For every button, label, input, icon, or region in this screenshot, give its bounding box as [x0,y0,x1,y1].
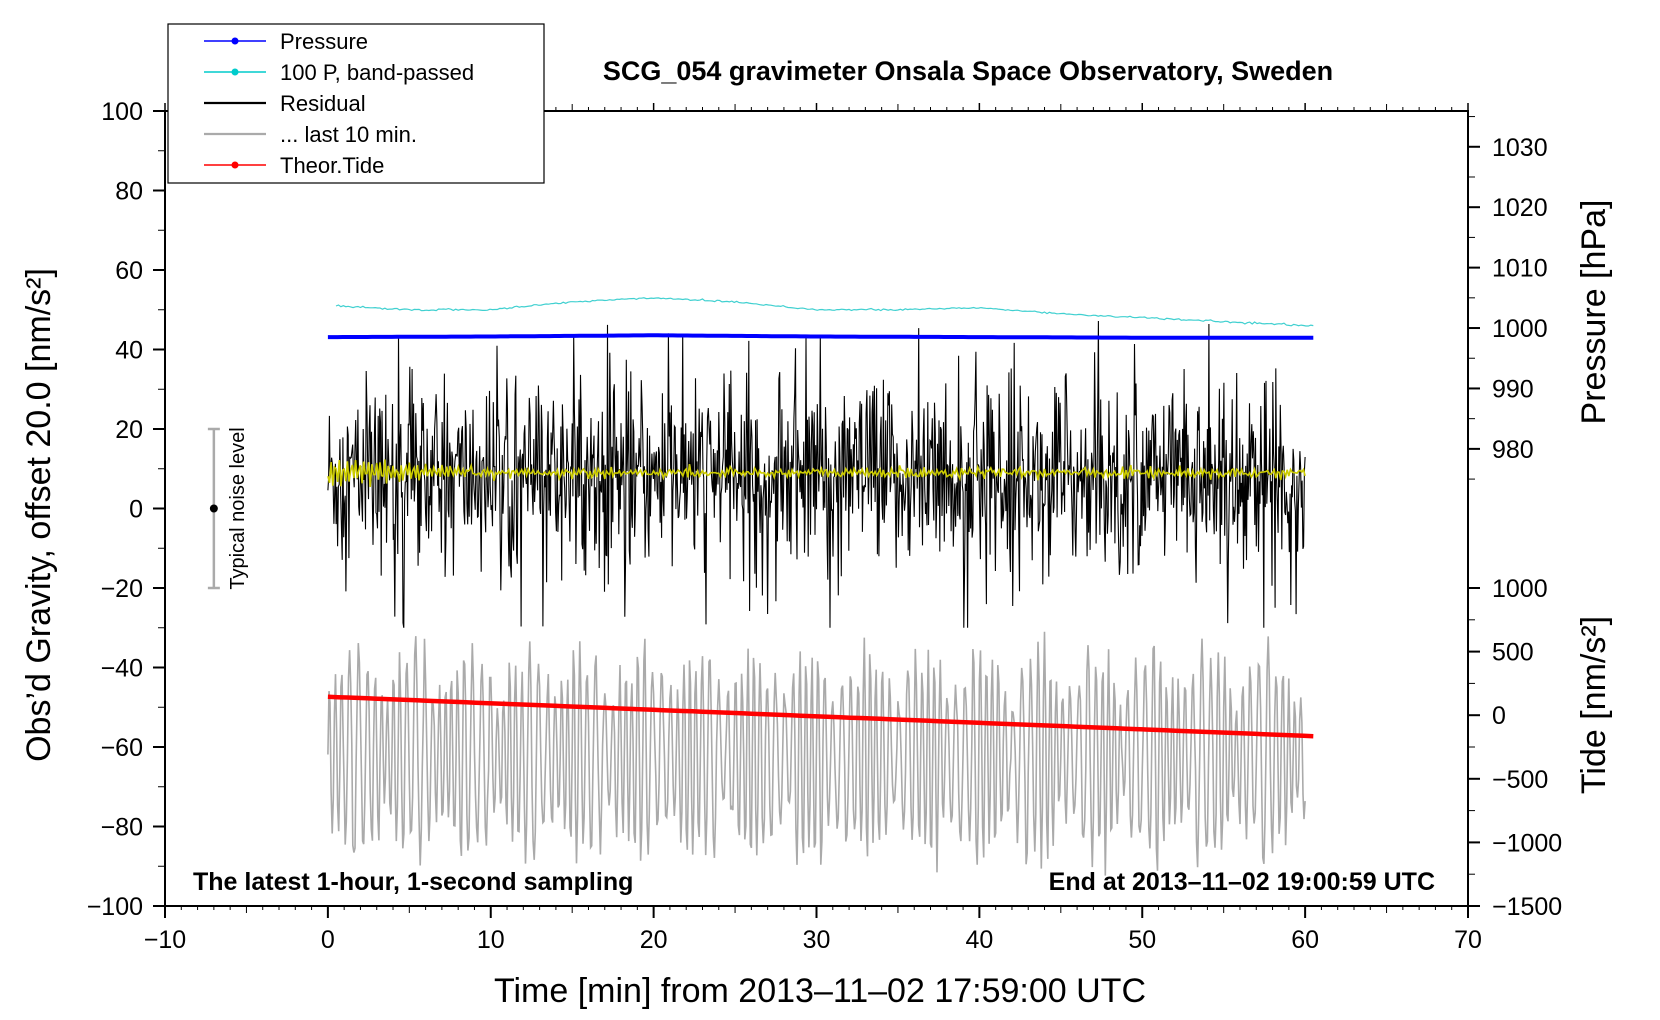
y-tick-label: −60 [101,734,143,762]
legend-label: ... last 10 min. [280,122,417,147]
x-tick-label: 70 [1454,926,1482,954]
pressure-tick-label: 1010 [1492,255,1548,283]
legend-marker [231,37,239,45]
y-axis-title-pressure: Pressure [hPa] [1575,200,1613,425]
y-tick-label: 60 [115,257,143,285]
pressure-tick-label: 1020 [1492,194,1548,222]
y-tick-label: −20 [101,575,143,603]
tide-tick-label: −1500 [1492,893,1562,921]
legend: Pressure 100 P, band‑passed Residual ... la… [167,23,545,184]
y-tick-label: 100 [101,98,143,126]
series-band-passed-pressure [335,297,1314,327]
legend-marker [231,68,239,76]
pressure-tick-label: 1000 [1492,315,1548,343]
x-tick-label: 10 [477,926,505,954]
x-tick-label: 60 [1291,926,1319,954]
legend-marker [231,161,239,169]
y-axis-title-tide: Tide [nm/s²] [1575,616,1613,794]
y-tick-label: −80 [101,814,143,842]
x-tick-label: 20 [640,926,668,954]
x-tick-label: 40 [965,926,993,954]
series-smoothed-residual [327,459,1306,487]
legend-label: Theor.Tide [280,153,384,178]
series-pressure [327,333,1314,340]
pressure-tick-label: 1030 [1492,134,1548,162]
tide-tick-label: −500 [1492,766,1548,794]
axis-ticks: −10 0 10 20 30 40 50 60 70−100−80−60−40−20020406… [87,98,1563,954]
x-tick-label: 0 [321,926,335,954]
noise-level-label: Typical noise level [227,427,249,589]
tide-tick-label: 500 [1492,639,1534,667]
noise-bar-center [209,504,218,513]
y-axis-title-left: Obs’d Gravity, offset 20.0 [nm/s²] [20,268,58,762]
legend-label: 100 P, band‑passed [280,60,474,85]
legend-label: Pressure [280,29,368,54]
series-residual [327,320,1306,628]
x-tick-label: 50 [1128,926,1156,954]
series-theor-tide [327,694,1314,739]
y-tick-label: −40 [101,655,143,683]
noise-level-marker [207,427,220,590]
tide-tick-label: 0 [1492,702,1506,730]
chart-title: SCG_054 gravimeter Onsala Space Observat… [603,56,1333,86]
tide-tick-label: 1000 [1492,575,1548,603]
y-tick-label: 80 [115,178,143,206]
x-tick-label: −10 [144,926,186,954]
plot-area [327,297,1314,876]
annotation-end-time: End at 2013–11–02 19:00:59 UTC [1049,868,1435,896]
y-tick-label: −100 [87,893,143,921]
legend-label: Residual [280,91,366,116]
tide-tick-label: −1000 [1492,829,1562,857]
series-last-10-min [327,631,1306,876]
annotation-sampling: The latest 1‑hour, 1‑second sampling [193,868,633,896]
x-axis-title: Time [min] from 2013–11–02 17:59:00 UTC [494,972,1146,1010]
y-tick-label: 20 [115,416,143,444]
x-tick-label: 30 [803,926,831,954]
y-tick-label: 40 [115,337,143,365]
pressure-tick-label: 990 [1492,375,1534,403]
pressure-tick-label: 980 [1492,436,1534,464]
y-tick-label: 0 [129,496,143,524]
